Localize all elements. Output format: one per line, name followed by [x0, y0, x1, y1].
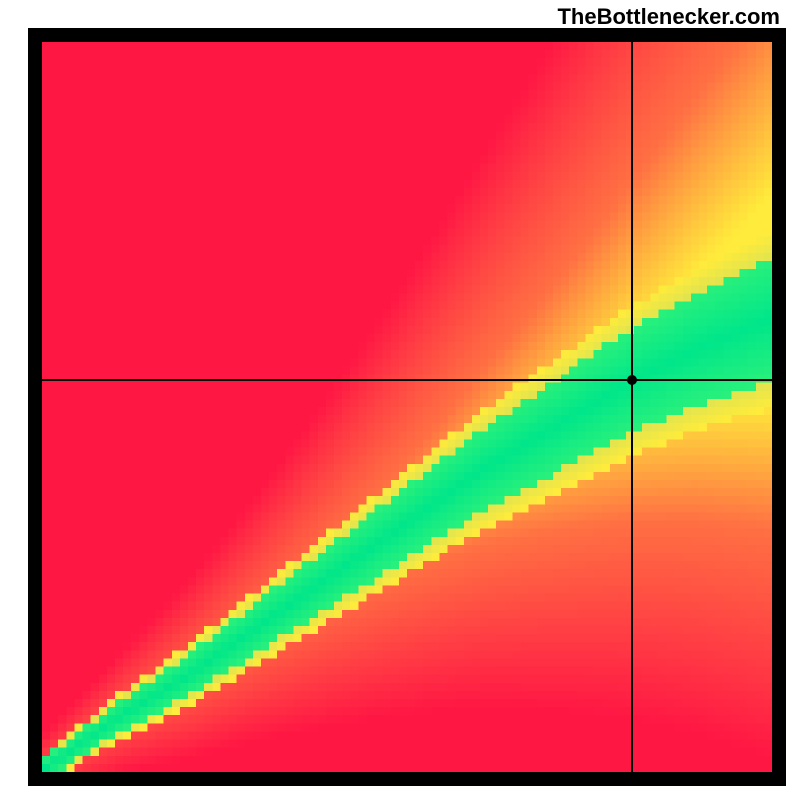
frame-edge-right — [772, 28, 786, 786]
frame-edge-bottom — [28, 772, 786, 786]
crosshair-marker — [627, 375, 637, 385]
chart-container: TheBottlenecker.com — [0, 0, 800, 800]
watermark-label: TheBottlenecker.com — [557, 4, 780, 30]
crosshair-vertical — [631, 42, 633, 772]
frame-edge-top — [28, 28, 786, 42]
bottleneck-heatmap — [42, 42, 772, 772]
frame-edge-left — [28, 28, 42, 786]
crosshair-horizontal — [42, 379, 772, 381]
